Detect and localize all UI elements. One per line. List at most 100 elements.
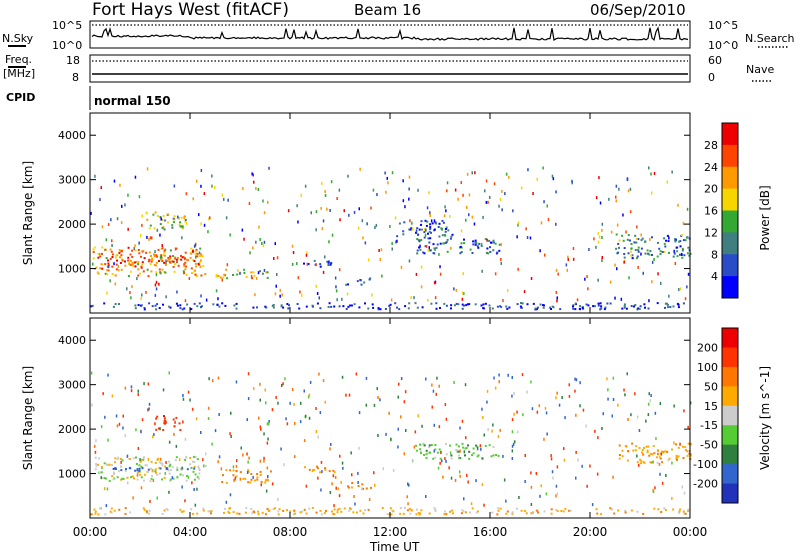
scatter-cell — [665, 239, 667, 242]
scatter-cell — [143, 308, 146, 311]
scatter-cell — [349, 508, 352, 510]
scatter-cell — [656, 453, 659, 456]
scatter-cell — [176, 304, 179, 307]
scatter-cell — [118, 251, 121, 254]
scatter-cell — [387, 181, 389, 185]
scatter-cell — [189, 251, 192, 254]
scatter-cell — [677, 306, 680, 309]
scatter-cell — [511, 511, 514, 514]
scatter-cell — [115, 468, 117, 470]
scatter-cell — [172, 265, 175, 268]
scatter-cell — [197, 465, 200, 468]
scatter-cell — [253, 180, 255, 184]
scatter-cell — [520, 509, 523, 512]
scatter-cell — [303, 439, 306, 443]
scatter-cell — [215, 275, 218, 278]
scatter-cell — [542, 166, 544, 170]
scatter-cell — [207, 417, 210, 420]
scatter-cell — [142, 270, 145, 273]
scatter-cell — [461, 419, 464, 423]
scatter-cell — [156, 473, 159, 476]
scatter-cell — [414, 430, 417, 434]
scatter-cell — [546, 204, 548, 208]
scatter-cell — [486, 400, 488, 404]
scatter-cell — [511, 444, 514, 448]
scatter-cell — [648, 392, 650, 396]
scatter-cell — [368, 278, 371, 281]
scatter-cell — [330, 262, 332, 266]
scatter-cell — [195, 265, 198, 268]
scatter-cell — [370, 206, 372, 210]
scatter-cell — [282, 306, 285, 309]
scatter-cell — [184, 268, 187, 271]
scatter-cell — [136, 277, 138, 281]
scatter-cell — [183, 263, 186, 266]
scatter-cell — [428, 230, 431, 233]
scatter-cell — [214, 185, 216, 189]
scatter-cell — [229, 493, 232, 497]
scatter-cell — [617, 403, 619, 407]
scatter-cell — [525, 512, 528, 515]
scatter-cell — [119, 183, 121, 187]
scatter-cell — [192, 470, 195, 473]
scatter-cell — [199, 255, 202, 257]
scatter-cell — [114, 461, 117, 464]
colorbar-tick-label: 12 — [704, 226, 718, 239]
scatter-cell — [678, 240, 681, 243]
scatter-cell — [332, 474, 335, 478]
scatter-cell — [252, 246, 254, 250]
scatter-cell — [195, 248, 198, 251]
scatter-cell — [403, 221, 406, 224]
scatter-cell — [410, 296, 412, 300]
scatter-cell — [250, 507, 253, 510]
scatter-cell — [153, 433, 155, 437]
scatter-cell — [471, 507, 474, 510]
scatter-cell — [472, 452, 475, 455]
scatter-cell — [315, 263, 317, 267]
scatter-cell — [487, 200, 489, 204]
scatter-cell — [185, 265, 187, 268]
scatter-cell — [577, 458, 579, 462]
scatter-cell — [182, 420, 184, 424]
scatter-cell — [184, 251, 187, 254]
scatter-cell — [173, 270, 176, 273]
xtick-label: 12:00 — [373, 525, 408, 539]
scatter-cell — [193, 488, 195, 491]
scatter-cell — [436, 376, 438, 380]
scatter-cell — [596, 472, 599, 476]
scatter-cell — [625, 307, 628, 310]
scatter-cell — [517, 267, 519, 271]
scatter-cell — [263, 456, 265, 460]
scatter-cell — [109, 279, 111, 283]
scatter-cell — [472, 240, 475, 243]
scatter-cell — [506, 510, 509, 513]
scatter-cell — [419, 450, 422, 453]
scatter-cell — [194, 503, 197, 507]
scatter-cell — [301, 510, 304, 513]
scatter-cell — [530, 503, 533, 506]
scatter-cell — [572, 247, 575, 250]
scatter-cell — [117, 269, 120, 272]
scatter-cell — [415, 513, 418, 516]
scatter-cell — [491, 511, 494, 514]
scatter-cell — [220, 467, 223, 471]
scatter-cell — [562, 510, 565, 513]
scatter-cell — [152, 435, 154, 439]
scatter-cell — [566, 268, 568, 272]
scatter-cell — [165, 260, 167, 264]
scatter-cell — [338, 305, 341, 308]
scatter-cell — [677, 455, 680, 458]
colorbar-tick-label: 24 — [704, 161, 718, 174]
scatter-cell — [630, 250, 632, 253]
scatter-cell — [282, 382, 284, 386]
scatter-cell — [439, 307, 441, 309]
scatter-cell — [187, 390, 190, 394]
scatter-cell — [325, 509, 327, 512]
scatter-cell — [101, 252, 103, 255]
scatter-cell — [461, 442, 464, 445]
scatter-cell — [155, 273, 158, 277]
scatter-cell — [404, 205, 406, 209]
scatter-cell — [151, 469, 154, 471]
scatter-cell — [595, 245, 597, 249]
scatter-cell — [594, 305, 596, 308]
